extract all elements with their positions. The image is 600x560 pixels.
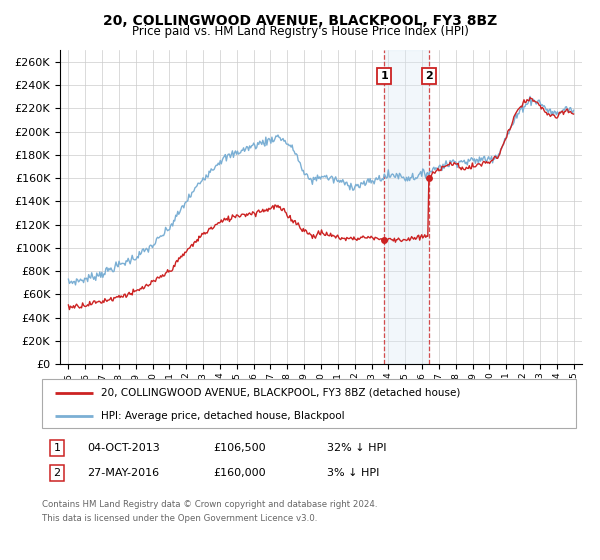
Text: £160,000: £160,000 (213, 468, 266, 478)
Bar (384, 50, 429, 364)
FancyBboxPatch shape (42, 379, 576, 428)
Text: 20, COLLINGWOOD AVENUE, BLACKPOOL, FY3 8BZ (detached house): 20, COLLINGWOOD AVENUE, BLACKPOOL, FY3 8… (101, 388, 460, 398)
Text: 04-OCT-2013: 04-OCT-2013 (87, 443, 160, 453)
Text: 1: 1 (380, 71, 388, 81)
Text: 32% ↓ HPI: 32% ↓ HPI (327, 443, 386, 453)
Text: 3% ↓ HPI: 3% ↓ HPI (327, 468, 379, 478)
Text: HPI: Average price, detached house, Blackpool: HPI: Average price, detached house, Blac… (101, 411, 344, 421)
Text: 20, COLLINGWOOD AVENUE, BLACKPOOL, FY3 8BZ: 20, COLLINGWOOD AVENUE, BLACKPOOL, FY3 8… (103, 14, 497, 28)
Text: This data is licensed under the Open Government Licence v3.0.: This data is licensed under the Open Gov… (42, 514, 317, 522)
Text: 2: 2 (425, 71, 433, 81)
Text: 2: 2 (53, 468, 61, 478)
Text: 27-MAY-2016: 27-MAY-2016 (87, 468, 159, 478)
Text: 1: 1 (53, 443, 61, 453)
Text: £106,500: £106,500 (213, 443, 266, 453)
Text: Contains HM Land Registry data © Crown copyright and database right 2024.: Contains HM Land Registry data © Crown c… (42, 500, 377, 508)
Text: Price paid vs. HM Land Registry's House Price Index (HPI): Price paid vs. HM Land Registry's House … (131, 25, 469, 38)
